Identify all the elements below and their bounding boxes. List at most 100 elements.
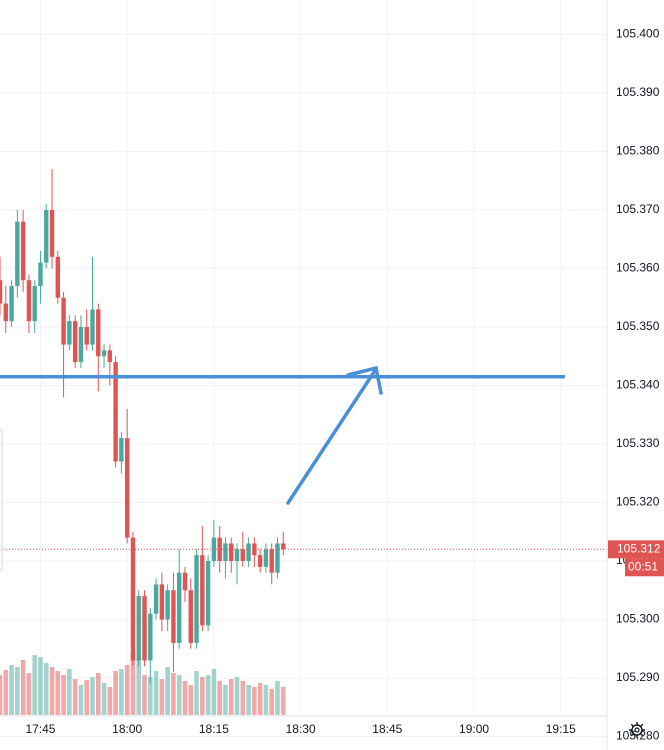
- settings-icon[interactable]: [629, 722, 645, 738]
- candle-body: [101, 350, 107, 357]
- y-tick-label: 105.390: [616, 85, 660, 99]
- x-tick-label: 19:00: [459, 722, 489, 736]
- last-price-label: 105.312: [617, 541, 661, 555]
- candle-body: [3, 303, 8, 322]
- volume-bar: [136, 660, 142, 715]
- candle-body: [205, 560, 211, 626]
- volume-bar: [165, 667, 170, 715]
- candle-body: [119, 438, 124, 462]
- volume-bar: [43, 663, 49, 715]
- volume-bar: [223, 685, 228, 715]
- y-tick-label: 105.350: [616, 319, 660, 333]
- y-tick-label: 105.400: [616, 27, 660, 41]
- volume-bar: [67, 669, 72, 715]
- candle-body: [44, 210, 49, 263]
- volume-bar: [84, 680, 90, 715]
- candle-body: [96, 309, 101, 357]
- volume-bar: [9, 665, 14, 715]
- volume-bar: [257, 683, 263, 715]
- candle-body: [90, 309, 95, 345]
- volume-bar: [269, 689, 275, 715]
- volume-bar: [200, 677, 205, 715]
- volume-bar: [280, 687, 286, 715]
- candle-body: [61, 297, 66, 345]
- candle-body: [234, 549, 240, 561]
- candle-body: [246, 543, 251, 561]
- side-panel: [0, 429, 3, 571]
- candle-body: [182, 572, 188, 591]
- candle-body: [113, 362, 118, 462]
- candle-body: [130, 537, 136, 661]
- volume-bar: [148, 677, 153, 715]
- volume-bar: [20, 660, 26, 715]
- candle-body: [177, 572, 182, 643]
- volume-bar: [211, 669, 217, 715]
- volume-bar: [38, 657, 43, 715]
- volume-bar: [188, 685, 194, 715]
- y-tick-label: 105.330: [616, 436, 660, 450]
- volume: [0, 653, 286, 715]
- candle-body: [136, 596, 141, 661]
- y-tick-label: 105.280: [616, 729, 660, 743]
- candle-body: [124, 438, 130, 538]
- grid: [0, 0, 607, 737]
- volume-bar: [0, 675, 3, 715]
- candle-body: [148, 613, 153, 661]
- volume-bar: [130, 653, 136, 715]
- volume-bar: [124, 665, 130, 715]
- candle-body: [0, 280, 3, 304]
- volume-bar: [72, 679, 78, 715]
- candle-body: [142, 596, 147, 661]
- y-tick-label: 105.370: [616, 202, 660, 216]
- candle-body: [194, 555, 199, 643]
- volume-bar: [61, 675, 66, 715]
- volume-bar: [176, 675, 182, 715]
- volume-bar: [119, 669, 124, 715]
- candle-body: [67, 321, 72, 345]
- y-tick-label: 105.340: [616, 378, 660, 392]
- volume-bar: [15, 667, 20, 715]
- candle-body: [269, 549, 274, 573]
- candle-body: [171, 590, 176, 643]
- candle-body: [263, 549, 269, 567]
- candle-body: [200, 555, 205, 626]
- candle-body: [159, 584, 165, 620]
- candle-body: [78, 326, 84, 363]
- volume-bar: [101, 683, 107, 715]
- countdown-box: [625, 558, 664, 577]
- volume-bar: [194, 671, 199, 715]
- candle-body: [20, 221, 26, 281]
- candle-body: [240, 549, 245, 561]
- x-tick-label: 19:15: [546, 722, 576, 736]
- x-tick-label: 18:00: [112, 722, 142, 736]
- volume-bar: [142, 675, 147, 715]
- volume-bar: [159, 679, 165, 715]
- candle-body: [84, 326, 89, 345]
- candle-body: [72, 321, 78, 363]
- arrow-annotation: [286, 365, 383, 505]
- y-tick-label: 105.300: [616, 612, 660, 626]
- volume-bar: [153, 671, 159, 715]
- volume-bar: [263, 685, 269, 715]
- candle-body: [257, 555, 263, 567]
- volume-bar: [217, 681, 222, 715]
- candle-body: [55, 256, 61, 298]
- candle-body: [275, 543, 280, 573]
- candles: [0, 169, 286, 684]
- candle-body: [32, 286, 37, 322]
- volume-bar: [113, 671, 118, 715]
- y-tick-label: 105.380: [616, 144, 660, 158]
- volume-bar: [182, 681, 188, 715]
- candle-body: [188, 590, 193, 643]
- volume-bar: [32, 655, 37, 715]
- volume-bar: [49, 667, 55, 715]
- x-tick-label: 18:30: [286, 722, 316, 736]
- candle-body: [9, 286, 14, 322]
- volume-bar: [252, 687, 257, 715]
- volume-bar: [228, 679, 234, 715]
- volume-bar: [171, 673, 176, 715]
- candle-body: [229, 543, 234, 561]
- candle-body: [223, 543, 228, 561]
- volume-bar: [26, 673, 32, 715]
- x-tick-label: 18:45: [372, 722, 402, 736]
